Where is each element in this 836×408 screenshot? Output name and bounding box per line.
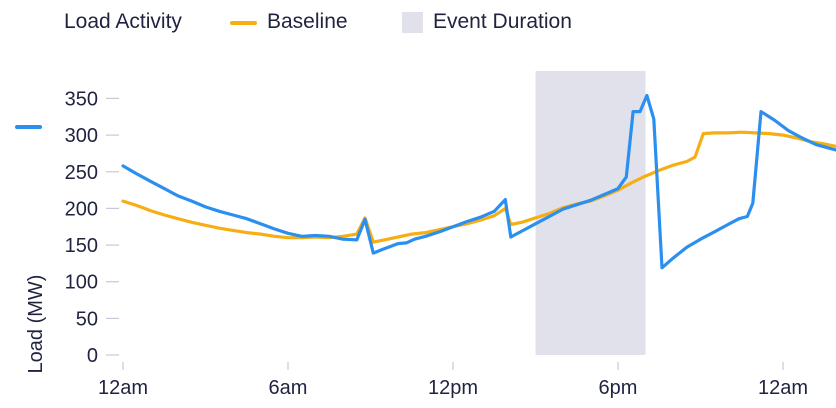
legend: Load Activity Baseline Event Duration bbox=[64, 10, 572, 33]
x-tick-label: 6am bbox=[269, 377, 308, 399]
y-tick-label: 150 bbox=[65, 235, 98, 257]
x-tick-label: 12am bbox=[758, 377, 808, 399]
y-tick-label: 200 bbox=[65, 198, 98, 220]
y-tick-label: 0 bbox=[87, 345, 98, 367]
x-tick-label: 12am bbox=[98, 377, 148, 399]
series-layer bbox=[121, 93, 836, 270]
legend-label-baseline: Baseline bbox=[267, 10, 348, 33]
x-tick-label: 12pm bbox=[428, 377, 478, 399]
legend-label-load-activity: Load Activity bbox=[64, 10, 182, 33]
y-tick-label: 250 bbox=[65, 162, 98, 184]
load-activity-line bbox=[121, 93, 836, 270]
legend-swatch-event-duration bbox=[402, 12, 423, 33]
x-tick-label: 6pm bbox=[599, 377, 638, 399]
axis-layer: 0 50 100 150 200 250 300 350 12am 6am 12pm 6pm 12am L… bbox=[15, 88, 808, 399]
y-tick-label: 350 bbox=[65, 88, 98, 110]
y-tick-label: 300 bbox=[65, 125, 98, 147]
y-tick-label: 50 bbox=[76, 308, 98, 330]
legend-label-event-duration: Event Duration bbox=[433, 10, 572, 33]
y-axis-title: Load (MW) bbox=[25, 275, 47, 374]
y-tick-label: 100 bbox=[65, 272, 98, 294]
